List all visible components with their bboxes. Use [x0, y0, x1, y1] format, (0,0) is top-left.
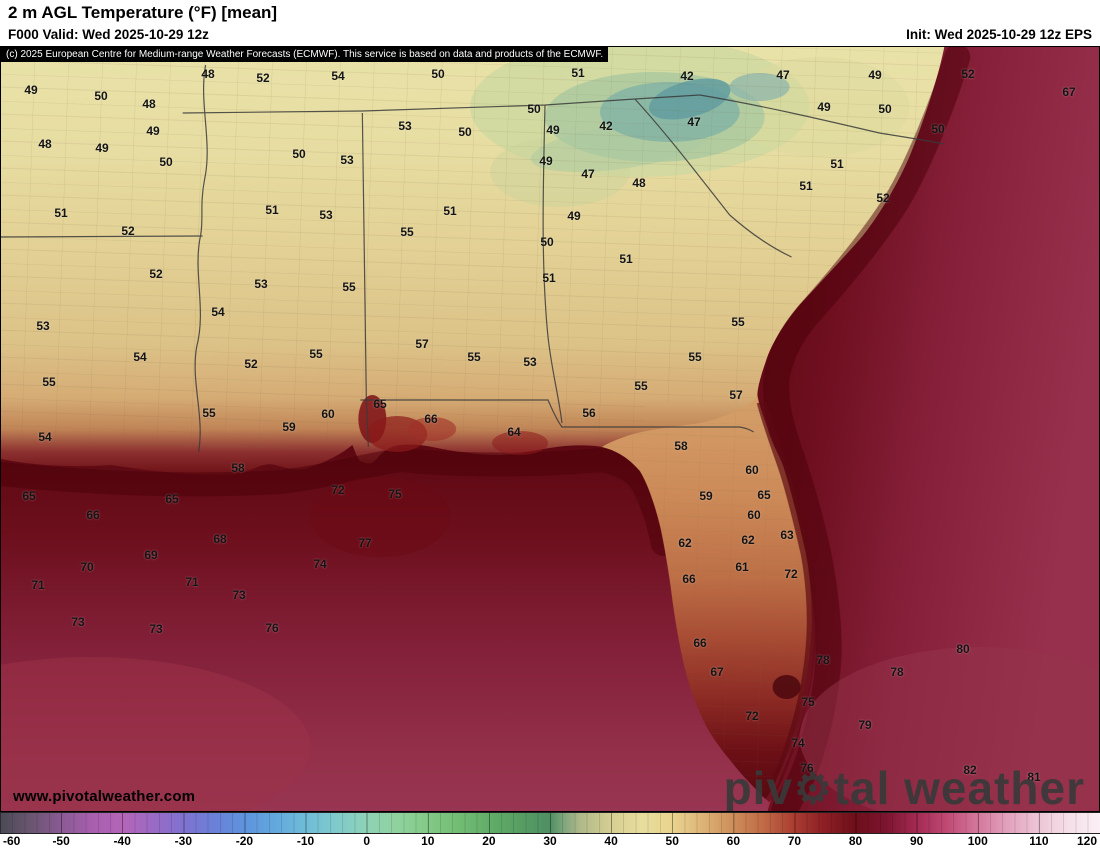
- colorbar-tick: -30: [174, 834, 192, 848]
- temperature-field-svg: [1, 47, 1099, 811]
- colorbar-tick: 110: [1029, 834, 1049, 848]
- gulf-open-water-patch: [1, 657, 311, 811]
- colorbar-tick: 120: [1076, 834, 1097, 848]
- colorbar-tick: 40: [604, 834, 618, 848]
- init-time-text: Init: Wed 2025-10-29 12z EPS: [906, 27, 1092, 42]
- colorbar-tick: 90: [909, 834, 924, 848]
- colorbar-ticks: -60 -50 -40 -30 -20 -10 0 10 20 30 40 50 60 70 80 90 100…: [0, 834, 1100, 849]
- colorbar-tick: 20: [482, 834, 496, 848]
- florida-east-coast-band: [756, 400, 817, 803]
- temperature-colorbar: -60 -50 -40 -30 -20 -10 0 10 20 30 40 50 60 70 80 90 100…: [0, 812, 1100, 850]
- gear-icon: ⚙: [794, 765, 833, 812]
- colorbar-tick: 10: [421, 834, 435, 848]
- page-title: 2 m AGL Temperature (°F) [mean]: [8, 3, 278, 22]
- pivotal-weather-logo[interactable]: piv ⚙ tal weather: [724, 765, 1085, 811]
- colorbar-tick: 50: [665, 834, 679, 848]
- atlantic-open-water-patch: [799, 647, 1099, 811]
- colorbar-tick: -10: [296, 834, 315, 848]
- colorbar-tick: 70: [787, 834, 802, 848]
- logo-text-left: piv: [723, 762, 794, 812]
- ecmwf-copyright: (c) 2025 European Centre for Medium-rang…: [1, 47, 609, 62]
- colorbar-tick: 30: [543, 834, 557, 848]
- watermark-url[interactable]: www.pivotalweather.com: [13, 788, 196, 805]
- logo-text-right: tal weather: [833, 762, 1085, 812]
- colorbar-tick: 60: [726, 834, 741, 848]
- florida-county-texture: [601, 397, 812, 799]
- colorbar-tick: 0: [363, 834, 370, 848]
- colorbar-tick: -20: [235, 834, 254, 848]
- colorbar-tick: -60: [3, 834, 21, 848]
- colorbar-tick: 100: [967, 834, 988, 848]
- state-borders: [1, 64, 945, 453]
- atlantic-ocean: [757, 47, 1099, 811]
- colorbar-tick: 80: [848, 834, 863, 848]
- colorbar-tick: -50: [52, 834, 70, 848]
- colorbar-gradient: [0, 812, 1100, 834]
- valid-time-text: F000 Valid: Wed 2025-10-29 12z: [8, 27, 209, 42]
- coastal-warm-plume: [358, 395, 549, 455]
- colorbar-tick: -40: [113, 834, 131, 848]
- map-header: 2 m AGL Temperature (°F) [mean] F000 Val…: [0, 0, 1100, 46]
- map-canvas: (c) 2025 European Centre for Medium-rang…: [0, 46, 1100, 812]
- warm-water-tongue: [310, 477, 451, 557]
- lake-okeechobee: [772, 675, 801, 699]
